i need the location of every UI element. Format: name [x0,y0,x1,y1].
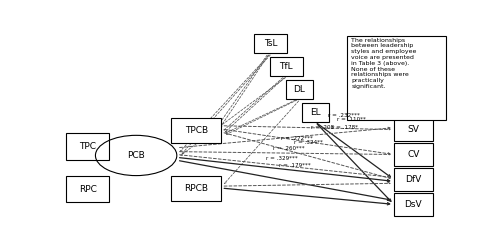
Text: r = .179***: r = .179*** [279,163,311,168]
Text: CV: CV [407,150,420,159]
Bar [171,176,222,200]
Bar [254,34,287,53]
Text: RPCB: RPCB [184,184,208,192]
Text: DL: DL [294,85,305,94]
Text: r = .329***: r = .329*** [266,156,298,161]
Text: EL: EL [310,108,320,117]
Bar [394,168,432,191]
Bar [286,80,313,99]
Text: SV: SV [407,125,419,134]
Bar [348,36,446,120]
Text: r = .178*: r = .178* [332,125,358,130]
Text: r = .272***: r = .272*** [281,136,313,141]
Bar [66,133,109,160]
Bar [394,143,432,166]
Text: RPC: RPC [79,185,96,193]
Bar [394,193,432,216]
Bar [394,118,432,141]
Bar [302,103,328,122]
Text: DfV: DfV [405,175,421,184]
Text: r = .260***: r = .260*** [274,146,305,151]
Text: DsV: DsV [404,200,422,209]
Text: r = .110**: r = .110** [337,117,366,122]
Text: r = .324**: r = .324** [294,139,323,144]
Bar [66,176,109,202]
Text: TPC: TPC [79,142,96,151]
Text: r = .232***: r = .232*** [328,113,360,118]
Bar [171,118,222,143]
Text: PCB: PCB [127,151,145,160]
Text: TPCB: TPCB [184,126,208,135]
Text: TsL: TsL [264,39,277,48]
Text: r = .208: r = .208 [310,125,334,130]
Bar [270,57,303,76]
Text: The relationships
between leadership
styles and employee
voice are presented
in : The relationships between leadership sty… [351,38,416,89]
Text: TfL: TfL [280,62,293,71]
